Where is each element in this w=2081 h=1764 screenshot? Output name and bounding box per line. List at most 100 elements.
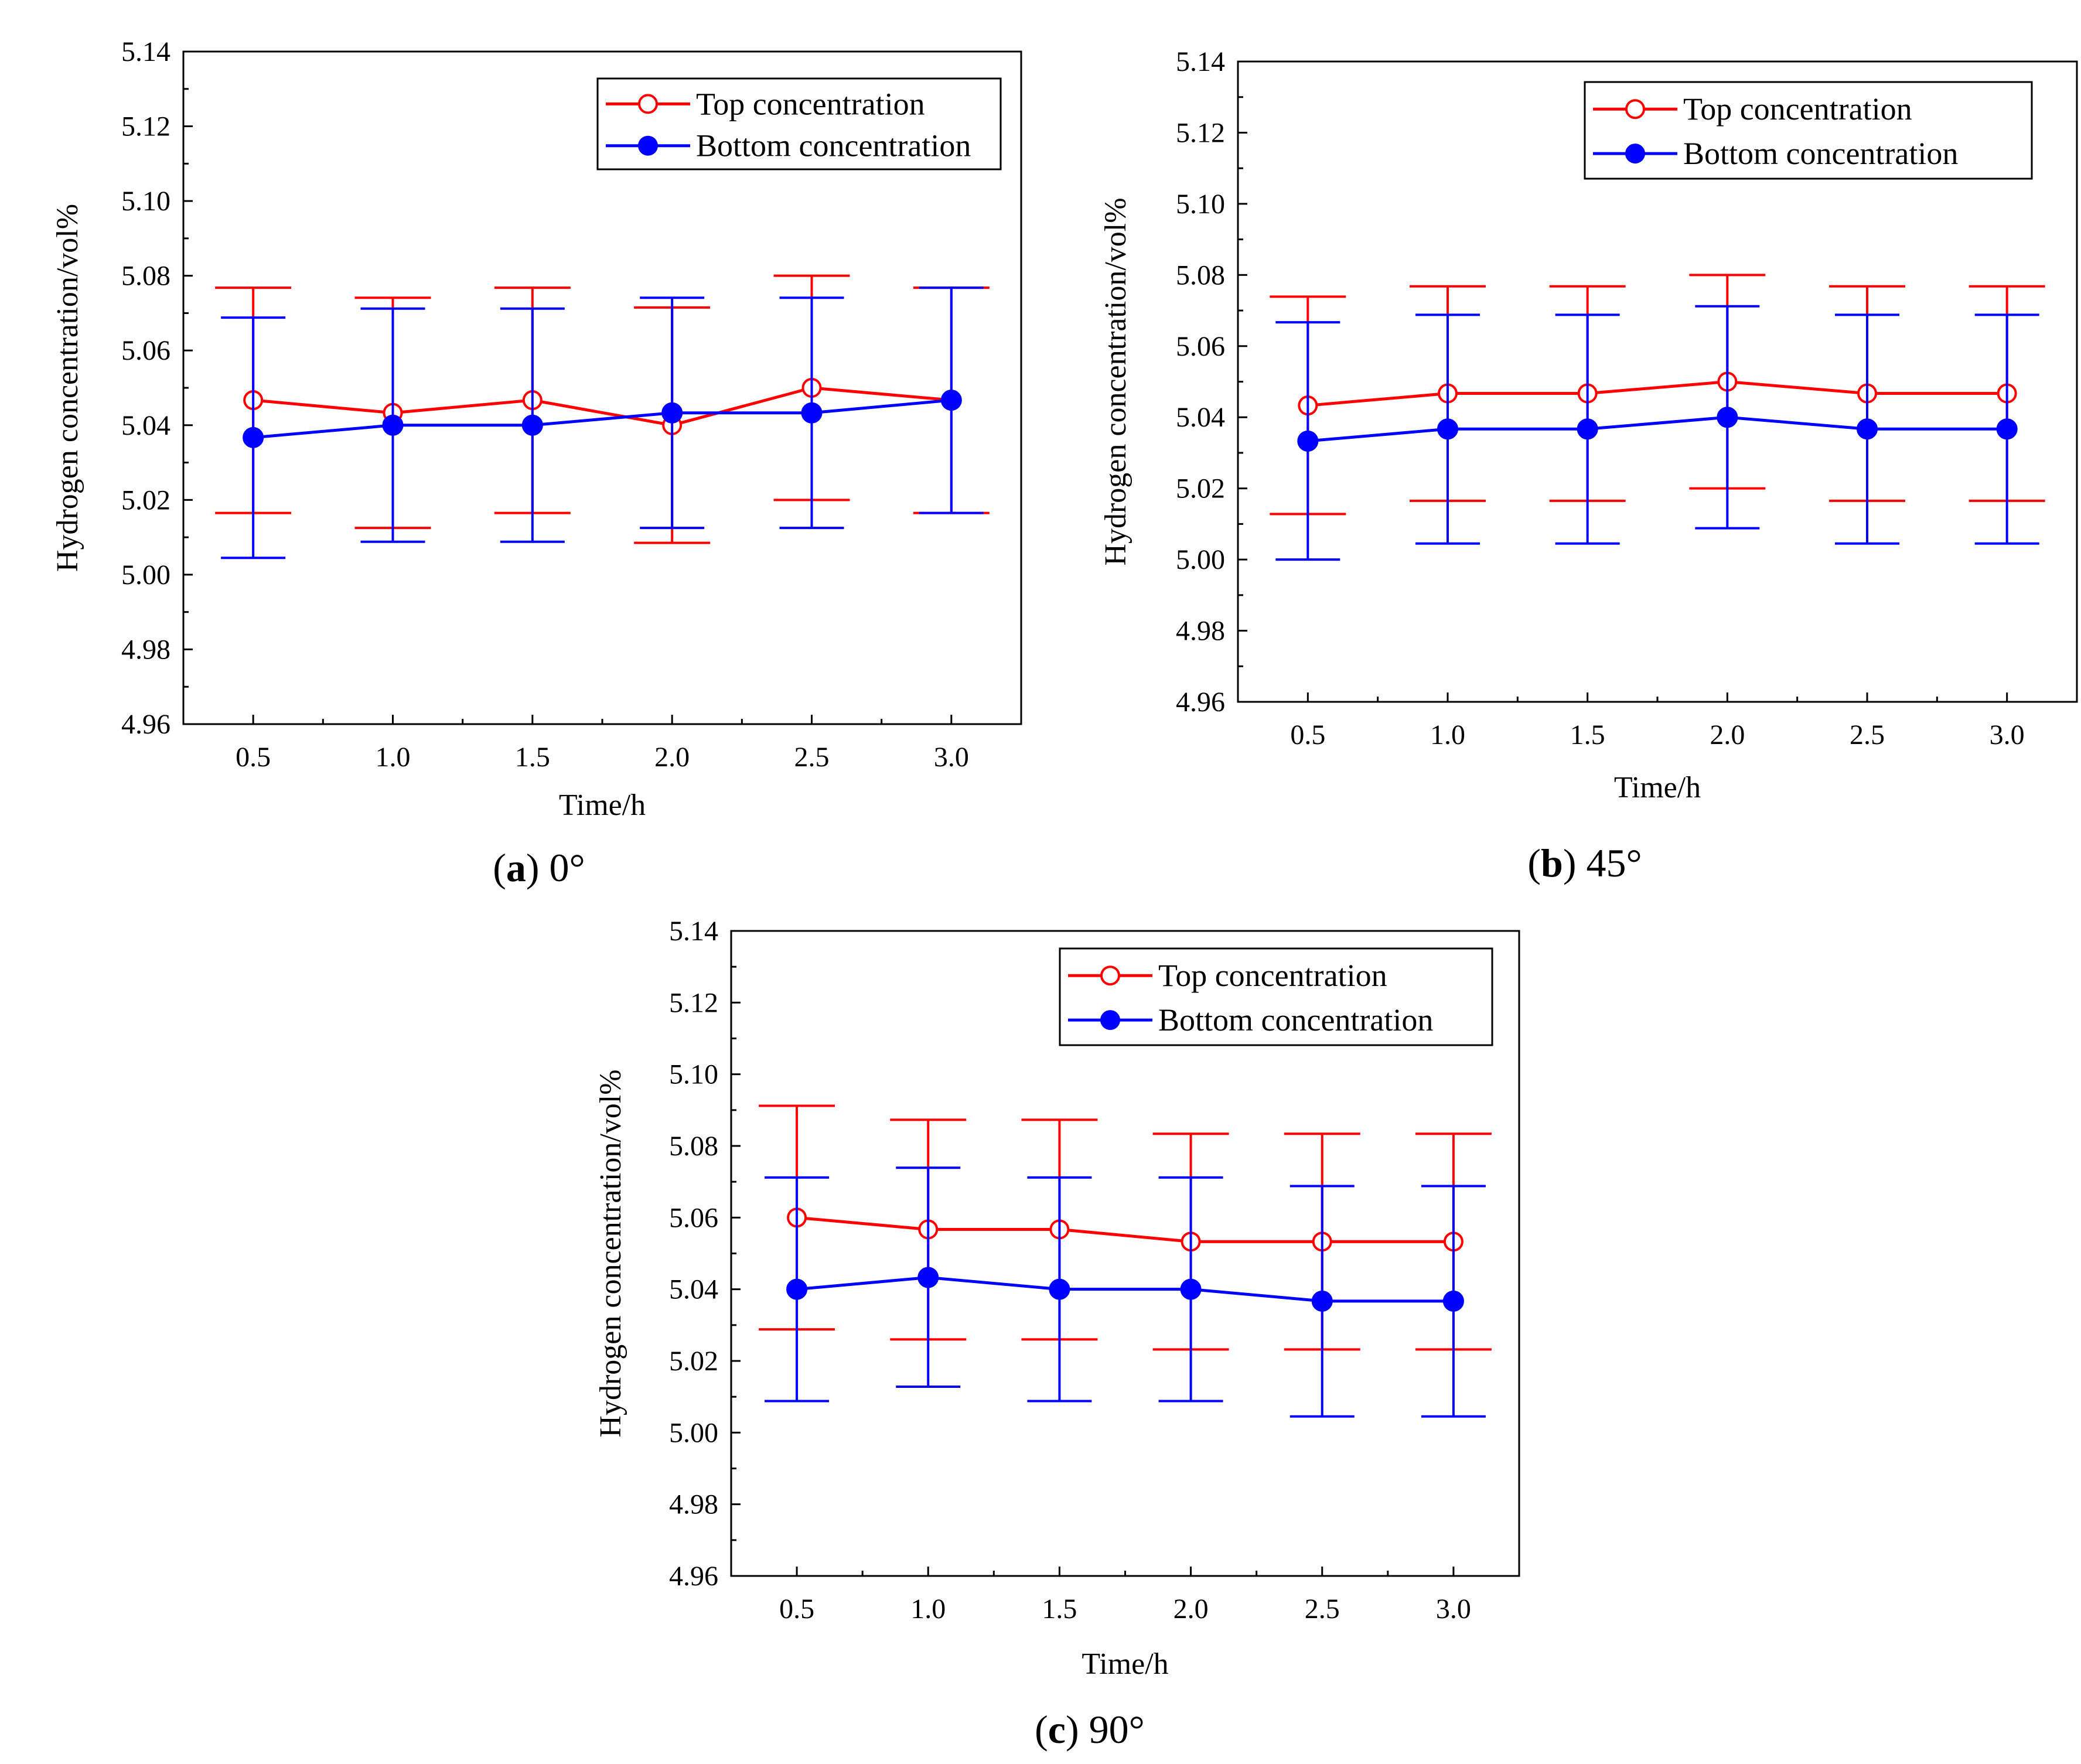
legend-marker (638, 94, 658, 114)
x-axis-title: Time/h (559, 789, 646, 822)
y-axis-title: Hydrogen concentration/vol% (1099, 197, 1132, 565)
y-tick-label: 5.10 (1176, 189, 1225, 220)
legend-marker (638, 135, 658, 156)
data-point (1857, 418, 1878, 440)
series-line (253, 386, 952, 427)
y-tick-label: 4.96 (121, 709, 170, 740)
x-tick-label: 2.0 (1173, 1594, 1209, 1625)
y-tick-label: 5.14 (1176, 46, 1225, 77)
y-tick-label: 5.02 (669, 1346, 718, 1377)
x-tick-label: 2.5 (1305, 1594, 1340, 1625)
y-tick-label: 4.98 (1176, 616, 1225, 647)
y-tick-label: 5.12 (121, 111, 170, 142)
data-point (1180, 1278, 1202, 1300)
x-tick-label: 2.0 (654, 742, 690, 773)
legend-label: Bottom concentration (696, 128, 971, 163)
data-point (1437, 418, 1458, 440)
legend-label: Top concentration (1683, 91, 1912, 127)
y-tick-label: 5.08 (669, 1131, 718, 1162)
data-point (1996, 418, 2018, 440)
caption-letter: b (1541, 841, 1563, 885)
panel-caption: (c) 90° (1035, 1707, 1145, 1752)
panel-caption: (a) 0° (493, 845, 585, 890)
x-tick-label: 2.0 (1710, 719, 1745, 750)
y-axis-title: Hydrogen concentration/vol% (51, 204, 84, 572)
series-line (796, 1216, 1454, 1243)
y-tick-label: 5.06 (121, 335, 170, 366)
data-point (801, 402, 823, 424)
series-top (215, 274, 990, 544)
y-tick-label: 5.04 (669, 1274, 718, 1305)
data-point (243, 427, 264, 448)
series-line (796, 1275, 1454, 1303)
x-tick-label: 0.5 (236, 742, 271, 773)
y-tick-label: 5.10 (121, 186, 170, 217)
data-point (1577, 418, 1598, 440)
x-tick-label: 1.0 (1430, 719, 1465, 750)
x-tick-label: 3.0 (1436, 1594, 1471, 1625)
x-tick-label: 1.0 (910, 1594, 946, 1625)
x-tick-label: 0.5 (1290, 719, 1325, 750)
series-line (1308, 380, 2007, 407)
y-tick-label: 5.12 (1176, 117, 1225, 148)
data-point (1297, 430, 1319, 452)
y-tick-label: 4.98 (121, 634, 170, 665)
legend: Top concentration Bottom concentration (1059, 947, 1493, 1046)
y-tick-label: 5.12 (669, 987, 718, 1018)
y-tick-label: 4.98 (669, 1489, 718, 1520)
caption-letter: c (1048, 1707, 1066, 1752)
data-point (786, 1278, 808, 1300)
y-axis-title: Hydrogen concentration/vol% (594, 1069, 627, 1437)
legend-marker (1100, 965, 1120, 986)
y-tick-label: 5.00 (121, 559, 170, 591)
x-tick-label: 1.5 (1042, 1594, 1077, 1625)
chart-panel-a: 4.96 4.98 5.00 5.02 5.04 5.06 5.08 5.10 5.12 5.14… (51, 36, 1022, 890)
y-tick-label: 5.02 (121, 484, 170, 516)
data-point (917, 1267, 939, 1288)
y-tick-label: 5.14 (121, 36, 170, 67)
x-tick-label: 1.5 (1570, 719, 1605, 750)
data-point (1717, 407, 1738, 428)
x-tick-label: 2.5 (794, 742, 830, 773)
legend-label: Bottom concentration (1683, 136, 1958, 171)
y-tick-label: 5.08 (121, 261, 170, 292)
x-tick-label: 2.5 (1850, 719, 1885, 750)
y-tick-label: 5.10 (669, 1059, 718, 1090)
caption-text: 90° (1089, 1707, 1145, 1752)
data-point (1311, 1290, 1333, 1312)
y-tick-label: 5.08 (1176, 260, 1225, 291)
caption-letter: a (506, 845, 526, 890)
data-point (940, 390, 962, 411)
legend-box (596, 77, 1002, 170)
x-tick-label: 1.0 (376, 742, 411, 773)
y-tick-label: 5.00 (1176, 544, 1225, 575)
y-tick-label: 4.96 (1176, 687, 1225, 718)
caption-text: 0° (550, 845, 585, 890)
data-point (1049, 1278, 1070, 1300)
series-line (253, 398, 952, 439)
x-axis-title: Time/h (1614, 771, 1701, 804)
data-point (1442, 1290, 1464, 1312)
series-bottom (1275, 305, 2039, 561)
series-bottom (221, 286, 984, 559)
x-tick-label: 0.5 (779, 1594, 814, 1625)
data-point (661, 402, 683, 424)
y-tick-label: 5.04 (1176, 402, 1225, 433)
legend-marker (1100, 1010, 1120, 1031)
x-axis-title: Time/h (1082, 1647, 1168, 1681)
legend: Top concentration Bottom concentration (1584, 81, 2033, 180)
x-tick-label: 3.0 (1990, 719, 2025, 750)
x-tick-label: 1.5 (515, 742, 550, 773)
y-tick-label: 5.06 (669, 1202, 718, 1233)
y-tick-label: 5.06 (1176, 331, 1225, 362)
series-line (1308, 415, 2007, 443)
y-tick-label: 5.04 (121, 410, 170, 441)
chart-panel-c: 4.96 4.98 5.00 5.02 5.04 5.06 5.08 5.10 5.12 5.14… (594, 916, 1520, 1752)
series-top (759, 1104, 1492, 1351)
legend-marker (1625, 99, 1645, 120)
caption-text: 45° (1586, 841, 1642, 885)
legend-box (1059, 947, 1493, 1046)
panel-caption: (b) 45° (1527, 841, 1642, 885)
legend-marker (1625, 144, 1645, 164)
